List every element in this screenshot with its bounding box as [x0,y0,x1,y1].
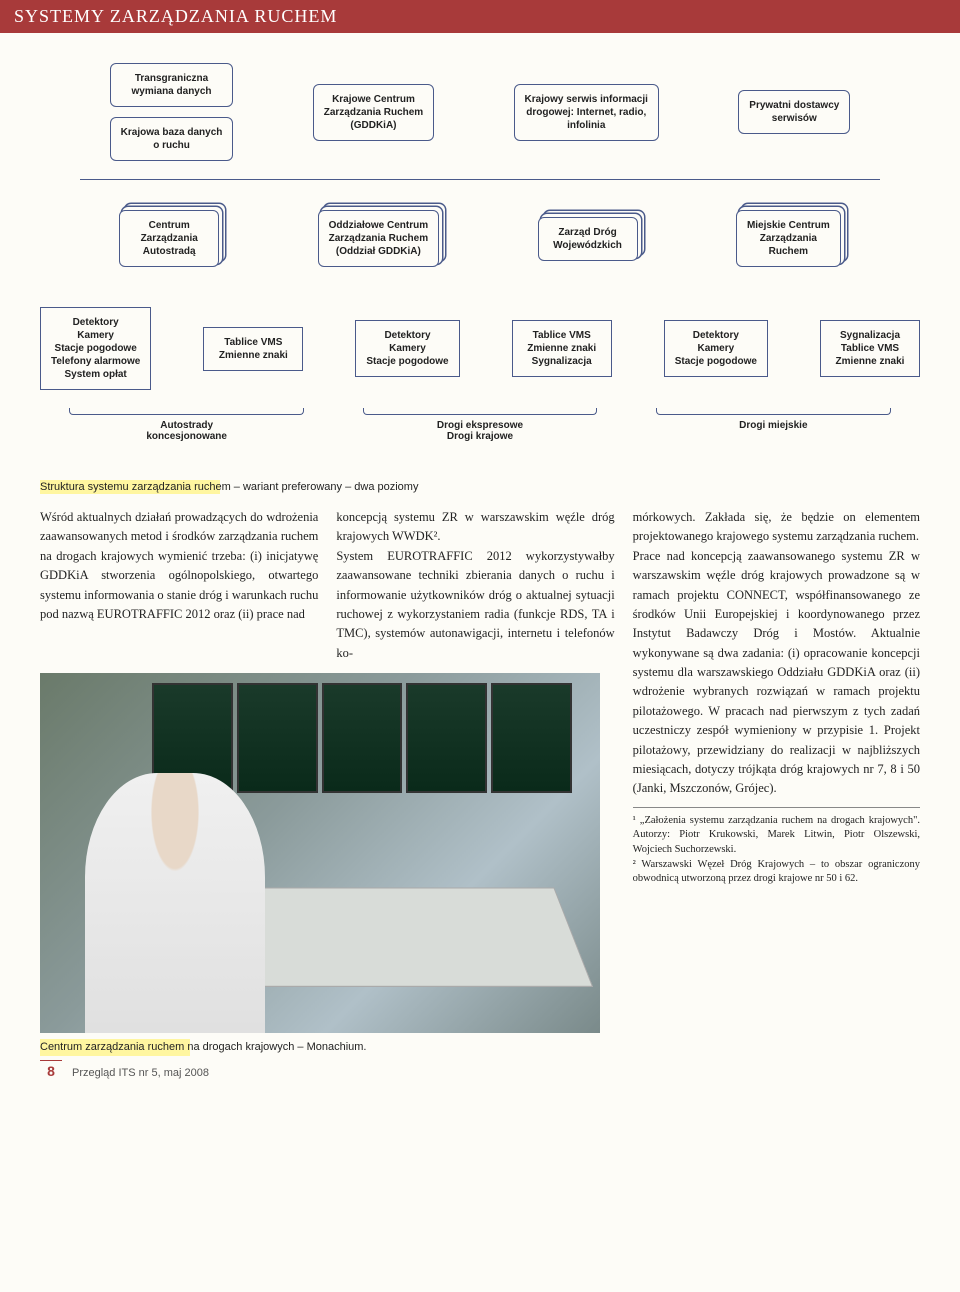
node-line: (GDDKiA) [350,120,396,131]
diagram-row-2: Centrum Zarządzania Autostradą Oddziałow… [40,210,920,267]
node-line: Sygnalizacja [532,356,592,367]
node-line: Krajowy serwis informacji [525,94,648,105]
node-line: Stacje pogodowe [675,356,757,367]
brace-line: Drogi krajowe [447,431,513,442]
system-diagram: Transgraniczna wymiana danych Krajowa ba… [0,33,960,462]
node-detektory-2: Detektory Kamery Stacje pogodowe [355,320,459,377]
node-line: infolinia [567,120,605,131]
footnote-2: ² Warszawski Węzeł Dróg Krajowych – to o… [633,858,920,887]
node-line: Sygnalizacja [840,330,900,341]
node-line: Transgraniczna [135,73,208,84]
node-zarzad-drog: Zarząd Dróg Wojewódzkich [538,217,638,261]
node-line: Autostradą [143,246,196,257]
node-centrum-autostrada: Centrum Zarządzania Autostradą [119,210,219,267]
photo-person [85,773,265,1033]
node-prywatni: Prywatni dostawcy serwisów [738,90,850,134]
node-tablice-1: Tablice VMS Zmienne znaki [203,327,303,371]
node-line: Oddziałowe Centrum [329,220,428,231]
page-number: 8 [40,1060,62,1079]
node-line: Kamery [697,343,734,354]
node-line: Zarząd Dróg [558,227,616,238]
diagram-divider [80,179,880,180]
node-line: Kamery [77,330,114,341]
para-c1: Wśród aktualnych działań prowadzących do… [40,508,318,624]
node-sygnalizacja: Sygnalizacja Tablice VMS Zmienne znaki [820,320,920,377]
node-line: Stacje pogodowe [55,343,137,354]
para-c2b: System EUROTRAFFIC 2012 wykorzystywałby … [336,547,614,663]
para-c3a: mórkowych. Zakłada się, że będzie on ele… [633,508,920,547]
node-line: Miejskie Centrum [747,220,830,231]
node-line: Krajowe Centrum [332,94,415,105]
photo-caption: Centrum zarządzania ruchem na drogach kr… [40,1039,600,1056]
node-line: Tablice VMS [533,330,591,341]
node-line: System opłat [65,369,127,380]
node-line: (Oddział GDDKiA) [336,246,421,257]
node-line: Zarządzania Ruchem [329,233,428,244]
node-line: Zmienne znaki [219,350,288,361]
brace-line: koncesjonowane [146,431,227,442]
node-krajowy-serwis: Krajowy serwis informacji drogowej: Inte… [514,84,659,141]
photo-screens [152,683,572,793]
diagram-row-3: Detektory Kamery Stacje pogodowe Telefon… [40,307,920,390]
diagram-braces: Autostrady koncesjonowane Drogi ekspreso… [40,408,920,442]
brace-line: Autostrady [160,420,213,431]
diagram-row-1: Transgraniczna wymiana danych Krajowa ba… [40,63,920,161]
node-line: Prywatni dostawcy [749,100,839,111]
node-line: Tablice VMS [224,337,282,348]
node-line: Detektory [73,317,119,328]
node-line: Stacje pogodowe [366,356,448,367]
node-oddzialowe: Oddziałowe Centrum Zarządzania Ruchem (O… [318,210,439,267]
node-transgraniczna: Transgraniczna wymiana danych [110,63,234,107]
column-1: Wśród aktualnych działań prowadzących do… [40,508,615,1056]
node-line: Zarządzania [141,233,198,244]
node-krajowe-centrum: Krajowe Centrum Zarządzania Ruchem (GDDK… [313,84,434,141]
node-line: Tablice VMS [841,343,899,354]
node-line: o ruchu [153,140,190,151]
brace-miejskie: Drogi miejskie [627,408,920,442]
brace-line: Drogi miejskie [739,420,807,431]
node-line: Zmienne znaki [836,356,905,367]
column-3: mórkowych. Zakłada się, że będzie on ele… [633,508,920,1056]
node-line: Zarządzania Ruchem [324,107,423,118]
para-c3b: Prace nad koncepcją zaawansowanego syste… [633,547,920,799]
page-footer: 8 Przegląd ITS nr 5, maj 2008 [0,1056,960,1079]
photo-control-room [40,673,600,1033]
article-body: Wśród aktualnych działań prowadzących do… [0,508,960,1056]
node-detektory-1: Detektory Kamery Stacje pogodowe Telefon… [40,307,151,390]
photo-wrap: Centrum zarządzania ruchem na drogach kr… [40,673,600,1056]
node-miejskie-centrum: Miejskie Centrum Zarządzania Ruchem [736,210,841,267]
footer-text: Przegląd ITS nr 5, maj 2008 [72,1067,209,1079]
node-line: Ruchem [769,246,808,257]
brace-ekspresowe: Drogi ekspresowe Drogi krajowe [333,408,626,442]
node-line: Wojewódzkich [553,240,622,251]
para-c2a: koncepcją systemu ZR w warszawskim węźle… [336,508,614,547]
node-line: Zarządzania [760,233,817,244]
node-line: Zmienne znaki [527,343,596,354]
diagram-caption: Struktura systemu zarządzania ruchem – w… [40,480,960,494]
node-line: Centrum [149,220,190,231]
node-line: Detektory [693,330,739,341]
node-line: drogowej: Internet, radio, [526,107,646,118]
brace-autostrady: Autostrady koncesjonowane [40,408,333,442]
node-line: Detektory [384,330,430,341]
node-line: serwisów [772,113,817,124]
footnote-1: ¹ „Założenia systemu zarządzania ruchem … [633,814,920,858]
brace-line: Drogi ekspresowe [437,420,523,431]
node-krajowa-baza: Krajowa baza danych o ruchu [110,117,234,161]
footnotes: ¹ „Założenia systemu zarządzania ruchem … [633,807,920,887]
node-line: Krajowa baza danych [121,127,223,138]
section-header: SYSTEMY ZARZĄDZANIA RUCHEM [0,0,960,33]
node-detektory-3: Detektory Kamery Stacje pogodowe [664,320,768,377]
node-line: wymiana danych [132,86,212,97]
node-line: Kamery [389,343,426,354]
node-tablice-2: Tablice VMS Zmienne znaki Sygnalizacja [512,320,612,377]
node-line: Telefony alarmowe [51,356,140,367]
